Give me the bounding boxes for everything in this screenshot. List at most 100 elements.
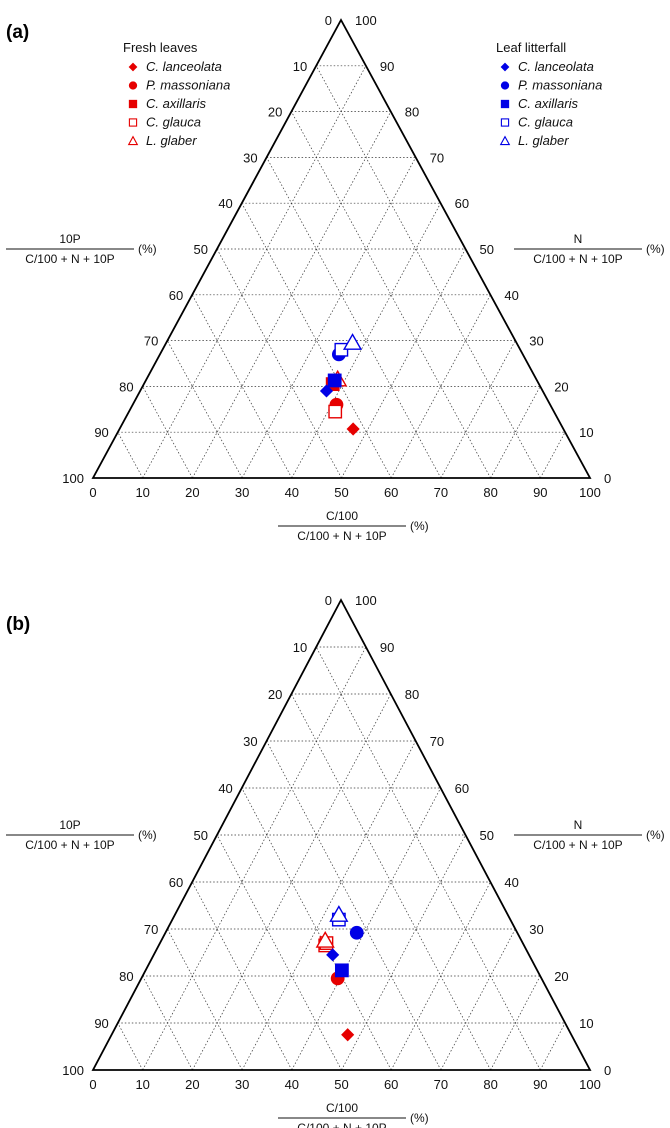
legend-label: C. glauca — [146, 115, 201, 130]
data-point — [326, 948, 340, 962]
axis-title-right-numerator: N — [574, 232, 583, 246]
tick-label-bottom: 60 — [384, 1077, 398, 1092]
legend-label: L. glaber — [518, 133, 569, 148]
tick-label-bottom: 70 — [434, 485, 448, 500]
tick-label-bottom: 10 — [135, 1077, 149, 1092]
grid-line — [539, 432, 566, 479]
tick-label-left: 50 — [194, 828, 208, 843]
tick-label-right: 100 — [355, 593, 377, 608]
legend-label: P. massoniana — [146, 78, 230, 93]
axis-title-right-unit: (%) — [646, 828, 665, 842]
axis-title-bottom-unit: (%) — [410, 1111, 429, 1125]
legend-label: C. axillaris — [146, 96, 206, 111]
tick-label-right: 0 — [604, 1063, 611, 1078]
data-point — [327, 373, 342, 388]
axis-title-left-numerator: 10P — [59, 818, 80, 832]
legend-label: C. lanceolata — [518, 59, 594, 74]
tick-label-right: 0 — [604, 471, 611, 486]
tick-label-right: 60 — [455, 781, 469, 796]
grid-line — [440, 928, 516, 1071]
grid-line — [167, 340, 243, 479]
data-point — [349, 925, 364, 940]
tick-label-right: 50 — [480, 828, 494, 843]
grid-lines — [117, 65, 566, 479]
tick-label-bottom: 50 — [334, 485, 348, 500]
tick-label-right: 100 — [355, 13, 377, 28]
grid-line — [390, 881, 491, 1071]
tick-label-right: 50 — [480, 242, 494, 257]
axis-title-bottom-denominator: C/100 + N + 10P — [297, 529, 386, 543]
data-point — [346, 422, 360, 436]
axis-title-bottom-denominator: C/100 + N + 10P — [297, 1121, 386, 1128]
grid-line — [241, 787, 392, 1071]
grid-line — [192, 111, 392, 479]
data-point — [342, 333, 363, 350]
tick-label-left: 70 — [144, 334, 158, 349]
axis-title-bottom-numerator: C/100 — [326, 509, 358, 523]
axis-title-left-denominator: C/100 + N + 10P — [25, 838, 114, 852]
grid-line — [241, 157, 417, 479]
axis-title-right-unit: (%) — [646, 242, 665, 256]
grid-line — [216, 248, 342, 479]
grid-line — [191, 881, 293, 1071]
legend-marker — [127, 135, 139, 146]
legend-marker — [500, 118, 510, 127]
tick-label-left: 50 — [194, 242, 208, 257]
data-point — [341, 1028, 355, 1042]
tick-label-left: 90 — [94, 425, 108, 440]
tick-label-right: 40 — [504, 875, 518, 890]
legend-marker — [500, 99, 510, 109]
tick-label-right: 70 — [430, 150, 444, 165]
tick-label-left: 20 — [268, 105, 282, 120]
legend-label: C. axillaris — [518, 96, 578, 111]
tick-label-bottom: 50 — [334, 1077, 348, 1092]
tick-label-left: 90 — [94, 1016, 108, 1031]
tick-label-left: 100 — [62, 1063, 84, 1078]
tick-label-right: 80 — [405, 687, 419, 702]
tick-label-left: 60 — [169, 875, 183, 890]
tick-label-left: 0 — [325, 13, 332, 28]
tick-label-right: 20 — [554, 969, 568, 984]
grid-line — [440, 340, 516, 479]
tick-label-right: 10 — [579, 425, 593, 440]
tick-label-bottom: 30 — [235, 485, 249, 500]
legend-marker — [499, 135, 511, 146]
legend-label: P. massoniana — [518, 78, 602, 93]
triangle-frame — [91, 18, 592, 479]
grid-line — [167, 928, 243, 1071]
tick-label-bottom: 100 — [579, 1077, 601, 1092]
tick-label-bottom: 80 — [483, 485, 497, 500]
grid-line — [117, 432, 144, 479]
grid-line — [117, 1022, 144, 1071]
legend-marker — [128, 99, 138, 109]
legend-marker — [128, 118, 138, 127]
grid-line — [315, 646, 541, 1071]
grid-lines — [117, 646, 566, 1071]
tick-label-bottom: 80 — [483, 1077, 497, 1092]
tick-label-bottom: 10 — [135, 485, 149, 500]
ternary-panel-a: (a) 0 0 0 10 10 10 20 20 20 30 30 30 40 40 40 50 50 50 60 6… — [6, 13, 665, 543]
axis-title-left-unit: (%) — [138, 242, 157, 256]
tick-label-left: 100 — [62, 471, 84, 486]
grid-line — [341, 248, 466, 479]
grid-line — [291, 111, 491, 479]
tick-label-right: 10 — [579, 1016, 593, 1031]
legend-marker — [128, 81, 138, 90]
legend-title-fresh: Fresh leaves — [123, 40, 198, 55]
tick-label-right: 60 — [455, 196, 469, 211]
axis-title-right-numerator: N — [574, 818, 583, 832]
legend-label: L. glaber — [146, 133, 197, 148]
grid-line — [490, 975, 541, 1071]
grid-line — [291, 787, 441, 1071]
tick-label-bottom: 30 — [235, 1077, 249, 1092]
tick-label-left: 40 — [218, 196, 232, 211]
tick-label-left: 0 — [325, 593, 332, 608]
grid-line — [315, 65, 541, 479]
grid-line — [142, 65, 367, 479]
triangle-frame — [91, 598, 592, 1071]
tick-label-right: 30 — [529, 922, 543, 937]
axis-title-right-denominator: C/100 + N + 10P — [533, 838, 622, 852]
tick-label-left: 20 — [268, 687, 282, 702]
grid-line — [142, 975, 193, 1071]
